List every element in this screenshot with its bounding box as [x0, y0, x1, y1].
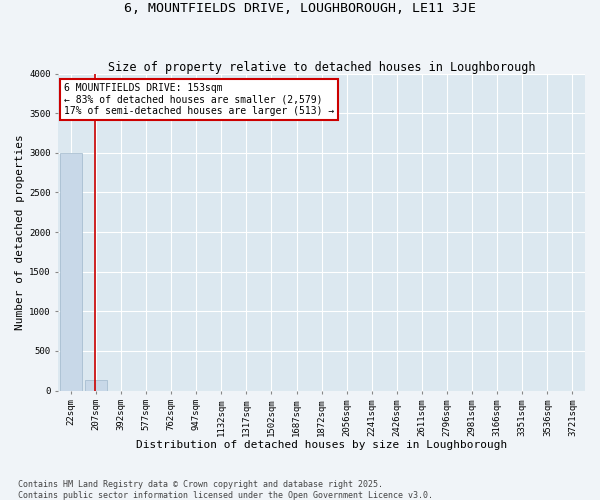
Text: 6, MOUNTFIELDS DRIVE, LOUGHBOROUGH, LE11 3JE: 6, MOUNTFIELDS DRIVE, LOUGHBOROUGH, LE11…: [124, 2, 476, 16]
Y-axis label: Number of detached properties: Number of detached properties: [15, 134, 25, 330]
Title: Size of property relative to detached houses in Loughborough: Size of property relative to detached ho…: [108, 60, 535, 74]
X-axis label: Distribution of detached houses by size in Loughborough: Distribution of detached houses by size …: [136, 440, 507, 450]
Bar: [59, 153, 82, 390]
Bar: [85, 380, 107, 390]
Text: 6 MOUNTFIELDS DRIVE: 153sqm
← 83% of detached houses are smaller (2,579)
17% of : 6 MOUNTFIELDS DRIVE: 153sqm ← 83% of det…: [64, 83, 334, 116]
Text: Contains HM Land Registry data © Crown copyright and database right 2025.
Contai: Contains HM Land Registry data © Crown c…: [18, 480, 433, 500]
